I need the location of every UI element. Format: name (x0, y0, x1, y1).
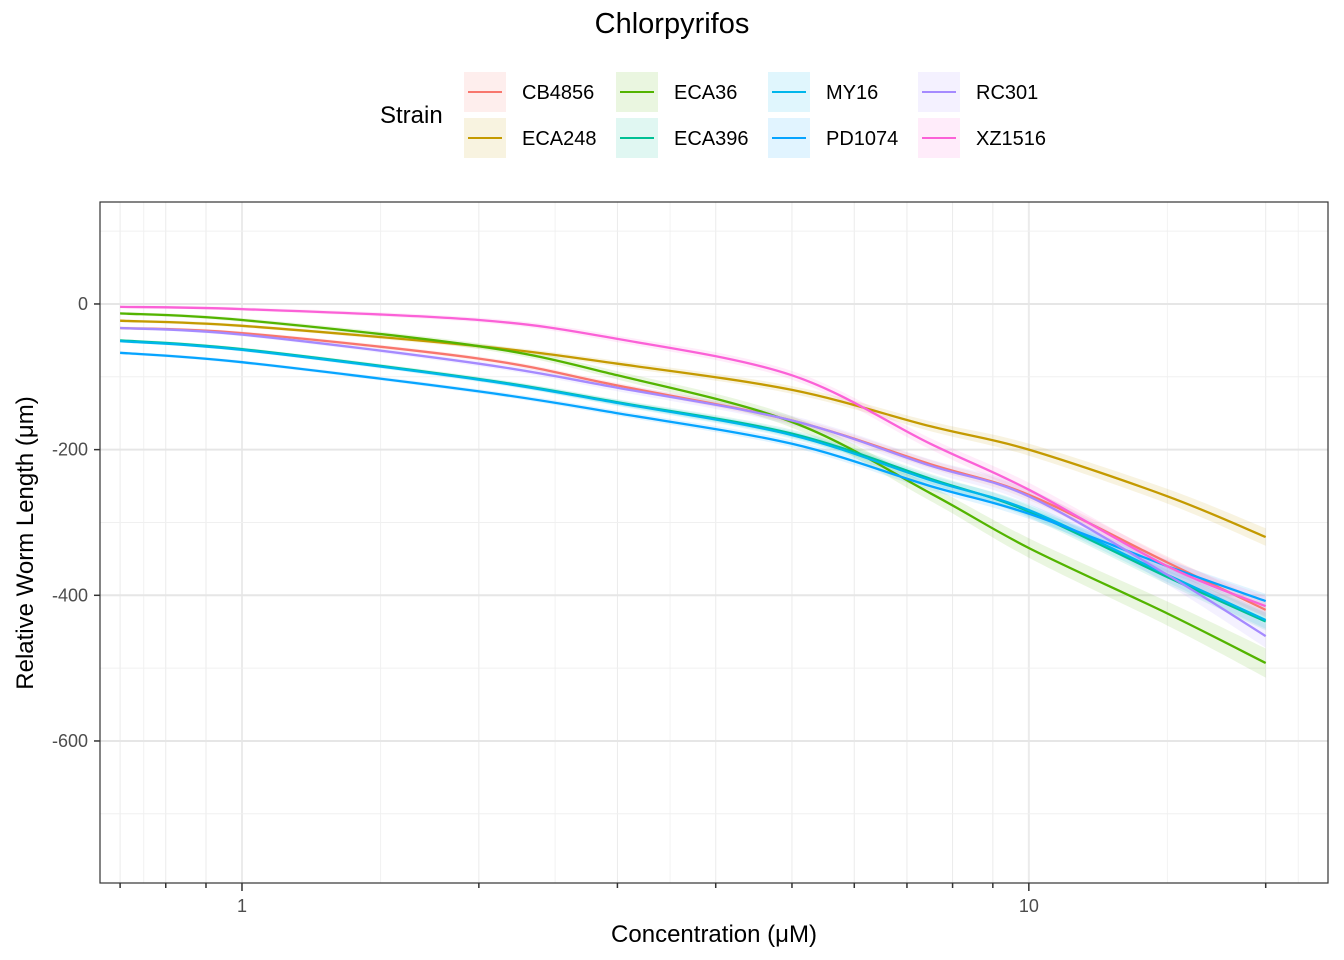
series-line-rc301[interactable] (120, 326, 1267, 638)
legend-label-pd1074: PD1074 (826, 128, 899, 150)
chart-title: Chlorpyrifos (594, 8, 750, 40)
y-tick-label: -600 (52, 731, 88, 751)
legend-label-my16: MY16 (826, 82, 879, 104)
y-tick-label: 0 (78, 294, 88, 314)
y-tick-label: -200 (52, 440, 88, 460)
legend-key-eca396 (616, 118, 658, 158)
axes: 1 10 0 -200 -400 -600 (52, 294, 1267, 916)
legend-key-eca248 (464, 118, 506, 158)
legend-key-cb4856 (464, 72, 506, 112)
series-lines (120, 305, 1267, 665)
panel-border (99, 201, 1329, 884)
legend-key-eca36 (616, 72, 658, 112)
x-tick-label: 1 (237, 896, 247, 916)
legend-title: Strain (380, 102, 443, 129)
legend-key-pd1074 (768, 118, 810, 158)
series-line-pd1074[interactable] (120, 351, 1267, 603)
legend-key-rc301 (918, 72, 960, 112)
legend-label-cb4856: CB4856 (522, 82, 595, 104)
legend-key-my16 (768, 72, 810, 112)
y-tick-label: -400 (52, 585, 88, 605)
x-axis-title: Concentration (μM) (611, 921, 817, 948)
legend-label-eca248: ECA248 (522, 128, 597, 150)
series-line-xz1516[interactable] (120, 305, 1267, 608)
y-axis-title: Relative Worm Length (μm) (12, 396, 39, 689)
series-line-my16[interactable] (120, 339, 1267, 622)
legend-label-eca36: ECA36 (674, 82, 738, 104)
legend-label-eca396: ECA396 (674, 128, 749, 150)
series-line-eca248[interactable] (120, 319, 1267, 539)
grid (100, 202, 1328, 883)
series-line-eca36[interactable] (120, 312, 1267, 665)
x-tick-label: 10 (1019, 896, 1039, 916)
legend-key-xz1516 (918, 118, 960, 158)
legend-label-rc301: RC301 (976, 82, 1039, 104)
legend-label-xz1516: XZ1516 (976, 128, 1047, 150)
